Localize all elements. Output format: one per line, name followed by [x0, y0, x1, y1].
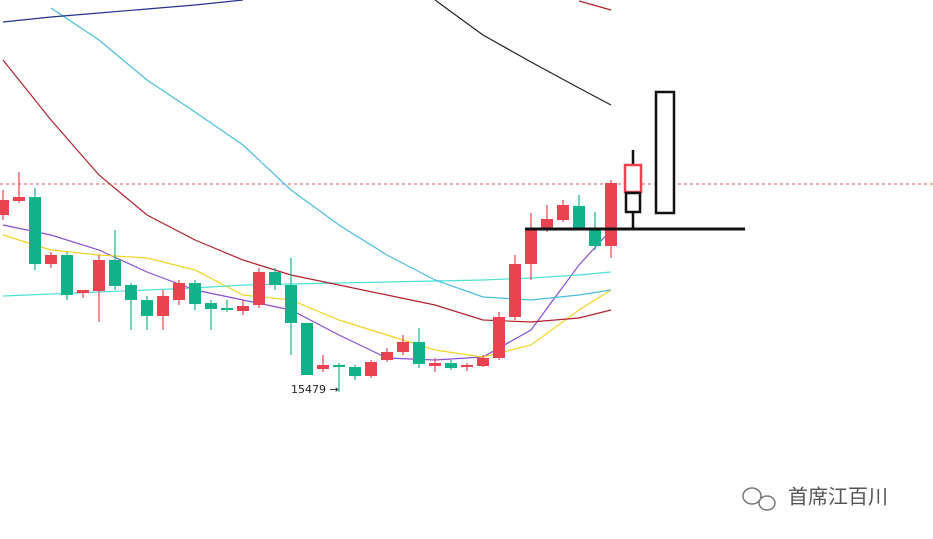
drawn-box — [654, 90, 676, 215]
drawn-candle — [624, 191, 642, 214]
candle-body — [205, 303, 217, 309]
candles — [0, 172, 617, 392]
candle-body — [45, 255, 57, 264]
candle-body — [461, 365, 473, 367]
candle-body — [157, 296, 169, 316]
wechat-icon — [758, 495, 776, 511]
drawing — [525, 90, 745, 231]
candle-body — [509, 264, 521, 317]
ma-line — [2, 271, 612, 297]
ma-line — [578, 0, 612, 11]
annotation: 15479 → — [291, 383, 339, 396]
ma-line — [2, 224, 612, 361]
moving-averages — [2, 0, 612, 361]
ma-line — [50, 7, 612, 301]
candle-body — [445, 363, 457, 368]
candle-body — [557, 205, 569, 220]
candle-body — [541, 219, 553, 229]
drawn-candle — [623, 163, 643, 194]
candle-body — [397, 342, 409, 352]
candle-body — [253, 272, 265, 305]
candle-body — [285, 285, 297, 323]
candle-body — [605, 183, 617, 246]
candle-body — [301, 323, 313, 375]
wechat-icon — [742, 487, 762, 505]
candle-body — [573, 206, 585, 228]
candle-body — [189, 283, 201, 304]
candle-body — [141, 300, 153, 316]
candle-body — [429, 363, 441, 366]
candle-body — [269, 272, 281, 285]
candle-body — [13, 197, 25, 201]
ma-line — [2, 59, 612, 323]
candle-body — [61, 255, 73, 295]
candle-body — [29, 197, 41, 264]
candle-body — [93, 260, 105, 291]
candle-body — [173, 283, 185, 300]
watermark-text: 首席江百川 — [788, 485, 888, 509]
ma-line — [434, 0, 612, 106]
ma-line — [2, 234, 612, 358]
candle-body — [317, 365, 329, 369]
candle-body — [221, 308, 233, 310]
watermark: 首席江百川 — [742, 485, 888, 511]
candle-body — [333, 365, 345, 367]
candle-body — [365, 362, 377, 376]
candle-body — [0, 200, 9, 215]
ma-line — [2, 0, 244, 23]
candle-body — [525, 229, 537, 264]
candle-body — [125, 285, 137, 300]
candle-body — [77, 290, 89, 293]
candle-body — [589, 228, 601, 246]
candle-body — [237, 306, 249, 311]
candle-body — [477, 358, 489, 366]
candle-body — [413, 342, 425, 364]
candle-body — [109, 260, 121, 286]
candle-body — [493, 317, 505, 358]
candle-body — [381, 352, 393, 360]
candle-body — [349, 367, 361, 376]
